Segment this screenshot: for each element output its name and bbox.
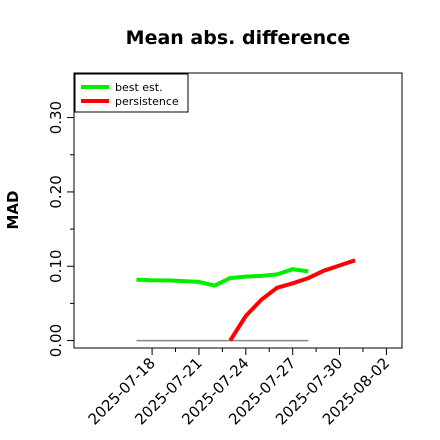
- y-tick-label: 0.10: [47, 250, 65, 283]
- y-tick-label: 0.30: [47, 101, 65, 134]
- y-axis: 0.00 0.10 0.20 0.30: [47, 101, 74, 357]
- series-line-best-est: [136, 267, 309, 288]
- legend-label-best-est: best est.: [115, 81, 163, 94]
- plot-frame: [73, 72, 403, 349]
- series-layer: [136, 258, 356, 342]
- y-tick-label: 0.00: [47, 324, 65, 357]
- series-line-persistence: [228, 258, 356, 342]
- chart-title: Mean abs. difference: [126, 27, 351, 49]
- legend: best est. persistence: [74, 73, 189, 113]
- legend-box: [74, 73, 189, 113]
- y-tick-label: 0.20: [47, 175, 65, 208]
- y-axis-label: MAD: [4, 191, 22, 230]
- x-axis: 2025-07-182025-07-212025-07-242025-07-27…: [85, 348, 393, 428]
- legend-label-persistence: persistence: [115, 95, 179, 108]
